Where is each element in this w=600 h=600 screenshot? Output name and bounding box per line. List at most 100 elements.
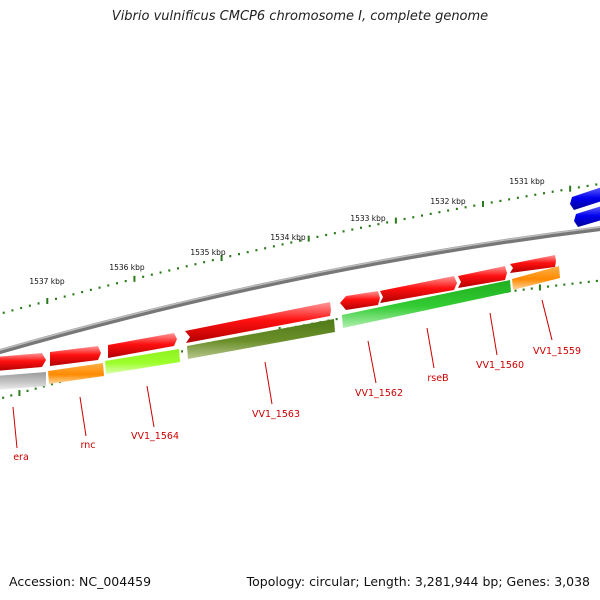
ruler-dot: [429, 212, 432, 215]
inner-ruler-dot: [10, 394, 13, 397]
gene-box-era: [0, 372, 46, 390]
ruler-dot: [290, 241, 293, 244]
gene-arrow-vv1-1563-region: [185, 302, 331, 343]
ruler-major-tick: [307, 235, 310, 242]
ruler-dot: [490, 201, 493, 204]
ruler-dot: [499, 199, 502, 202]
gene-arrow-blue-1: [570, 187, 600, 210]
ruler-major-tick: [569, 185, 572, 192]
inner-ruler-tick: [538, 284, 541, 291]
inner-ruler-dot: [530, 287, 533, 290]
ruler-dot: [333, 232, 336, 235]
ruler-dot: [412, 216, 415, 219]
ruler-dot: [264, 247, 267, 250]
ruler-dot: [81, 290, 84, 294]
inner-ruler-tick: [18, 390, 21, 397]
inner-ruler-dot: [514, 289, 517, 292]
gene-labels: era rnc VV1_1564 VV1_1563 VV1_1562 rseB …: [12, 299, 581, 463]
ruler-dot: [72, 293, 75, 296]
ruler-label: 1535 kbp: [190, 248, 226, 257]
gene-arrow-vv1-1562-region: [340, 291, 380, 310]
ruler-dot: [516, 196, 519, 199]
ruler-dot: [299, 239, 301, 242]
inner-ruler-dot: [42, 385, 45, 388]
genome-backbone-highlight: [0, 226, 600, 351]
ruler-dot: [159, 271, 162, 274]
ruler-dot: [142, 275, 145, 278]
inner-ruler-dot: [563, 283, 566, 286]
ruler-dot: [551, 190, 554, 193]
ruler-dot: [342, 230, 345, 233]
inner-ruler-dot: [595, 279, 598, 283]
ruler-dot: [272, 245, 275, 248]
ruler-label: 1531 kbp: [509, 177, 545, 186]
ruler-dot: [194, 263, 197, 266]
inner-ruler-dot: [579, 281, 582, 284]
ruler-dot: [421, 214, 423, 217]
ruler-dot: [211, 259, 214, 262]
other-track-genes: [570, 187, 600, 227]
inner-ruler-dot: [555, 284, 558, 287]
ruler-dot: [473, 204, 476, 207]
ruler-dot: [203, 261, 206, 264]
reverse-strand: [0, 266, 560, 390]
ruler-dot: [377, 223, 380, 226]
inner-ruler: [2, 279, 598, 399]
ruler-dot: [403, 217, 406, 221]
gene-box-rnc: [48, 363, 104, 384]
gene-arrow-vv1-1564-region: [108, 333, 177, 358]
ruler-dot: [168, 269, 171, 272]
kbp-ruler: 1537 kbp 1536 kbp 1535 kbp 1534 kbp 1533 kbp…: [2, 177, 598, 314]
gene-label-vv1-1564: VV1_1564: [131, 431, 179, 442]
inner-ruler-dot: [34, 387, 37, 390]
gene-arrow-vv1-1559-region: [510, 255, 556, 273]
ruler-dot: [543, 192, 545, 195]
ruler-dot: [28, 304, 31, 307]
inner-ruler-dot: [335, 318, 338, 321]
ruler-dot: [246, 251, 249, 254]
inner-ruler-dot: [181, 350, 184, 353]
gene-box-vv1-1560: [512, 266, 560, 290]
ruler-dot: [386, 221, 389, 224]
ruler-dot: [238, 253, 240, 256]
gene-label-rseb: rseB: [427, 373, 448, 384]
genome-summary-text: Topology: circular; Length: 3,281,944 bp…: [246, 574, 590, 589]
gene-arrow-era-region: [0, 353, 46, 371]
inner-ruler-dot: [2, 396, 5, 399]
ruler-dot: [255, 249, 258, 252]
ruler-dot: [63, 295, 66, 298]
accession-text: Accession: NC_004459: [9, 574, 152, 589]
ruler-dot: [447, 209, 450, 212]
ruler-dot: [11, 309, 14, 312]
gene-arrow-blue-2: [574, 206, 600, 227]
ruler-label: 1532 kbp: [430, 197, 466, 206]
ruler-label: 1536 kbp: [109, 263, 145, 272]
ruler-dot: [185, 265, 188, 268]
ruler-dot: [116, 282, 118, 285]
inner-ruler-dot: [26, 389, 29, 392]
ruler-dot: [351, 228, 354, 231]
ruler-dot: [595, 183, 598, 186]
genome-backbone: [0, 226, 600, 355]
inner-ruler-dot: [522, 288, 525, 291]
ruler-dot: [2, 311, 5, 314]
ruler-dot: [89, 288, 92, 291]
gene-box-vv1-1564: [105, 349, 180, 374]
gene-label-era: era: [13, 452, 29, 463]
ruler-major-tick: [394, 217, 397, 224]
inner-ruler-dot: [50, 383, 53, 386]
ruler-dot: [508, 198, 511, 201]
ruler-dot: [534, 193, 537, 196]
ruler-dot: [281, 243, 284, 246]
ruler-major-tick: [46, 298, 49, 305]
ruler-dot: [20, 306, 23, 310]
ruler-dot: [98, 286, 101, 289]
map-title: Vibrio vulnificus CMCP6 chromosome I, co…: [111, 9, 489, 24]
gene-label-vv1-1560: VV1_1560: [476, 360, 524, 371]
gene-label-rnc: rnc: [81, 440, 96, 451]
ruler-dot: [577, 186, 580, 189]
ruler-dot: [368, 224, 371, 228]
gene-label-vv1-1563: VV1_1563: [252, 409, 300, 420]
ruler-dot: [455, 207, 458, 211]
